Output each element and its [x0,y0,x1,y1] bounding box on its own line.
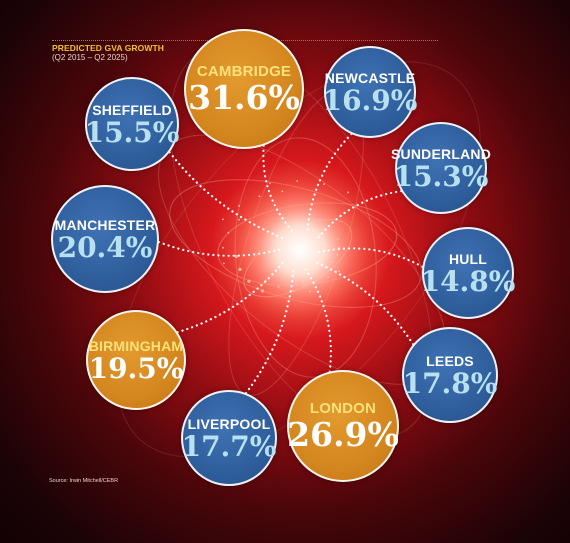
spark-dot [222,262,225,265]
city-label-birmingham: BIRMINGHAM [88,337,184,354]
connector-liverpool [244,265,295,395]
connector-cambridge [262,144,296,235]
source-note: Source: Irwin Mitchell/CEBR [49,478,119,484]
growth-value-leeds: 17.8% [402,366,498,400]
swirl-ring [116,61,481,458]
city-label-sheffield: SHEFFIELD [92,101,172,118]
city-label-liverpool: LIVERPOOL [187,415,271,432]
city-label-cambridge: CAMBRIDGE [196,63,292,80]
city-label-leeds: LEEDS [426,352,474,369]
chart-title: PREDICTED GVA GROWTH [52,43,165,53]
bubble-manchester: MANCHESTER 20.4% [51,185,159,293]
growth-value-sunderland: 15.3% [393,159,489,193]
connector-birmingham [176,258,287,334]
spark-dot [347,191,349,194]
city-label-newcastle: NEWCASTLE [324,69,416,86]
energy-core [230,180,370,320]
city-label-manchester: MANCHESTER [54,216,156,233]
growth-value-cambridge: 31.6% [188,78,300,117]
growth-value-birmingham: 19.5% [88,351,184,385]
city-label-hull: HULL [448,250,488,267]
connector-hull [316,247,424,268]
connector-sheffield [168,151,287,241]
spark-dot [227,231,230,234]
bubble-sheffield: SHEFFIELD 15.5% [85,77,179,171]
bubble-london: LONDON 26.9% [287,370,399,482]
bubble-newcastle: NEWCASTLE 16.9% [322,46,418,138]
spark-dot [222,218,224,221]
city-label-sunderland: SUNDERLAND [391,145,491,162]
spark-dot [269,182,271,185]
connector-sunderland [314,190,403,243]
connector-newcastle [306,132,353,235]
bubble-cambridge: CAMBRIDGE 31.6% [184,29,304,149]
growth-value-newcastle: 16.9% [322,83,418,117]
growth-value-london: 26.9% [287,415,399,454]
connector-manchester [157,240,284,257]
growth-value-sheffield: 15.5% [84,115,180,149]
bubble-hull: HULL 14.8% [420,227,516,319]
growth-value-manchester: 20.4% [57,230,153,264]
connector-leeds [312,260,415,346]
bubble-liverpool: LIVERPOOL 17.7% [181,390,277,486]
bubble-leeds: LEEDS 17.8% [402,327,498,423]
spark-dot [222,246,224,249]
growth-value-hull: 14.8% [420,264,516,298]
spark-dot [238,204,240,207]
chart-subtitle: (Q2 2015 – Q2 2025) [52,53,128,62]
city-label-london: LONDON [309,400,377,417]
bubble-sunderland: SUNDERLAND 15.3% [391,122,491,214]
growth-value-liverpool: 17.7% [181,429,277,463]
connector-london [303,266,332,373]
bubble-birmingham: BIRMINGHAM 19.5% [86,310,186,410]
